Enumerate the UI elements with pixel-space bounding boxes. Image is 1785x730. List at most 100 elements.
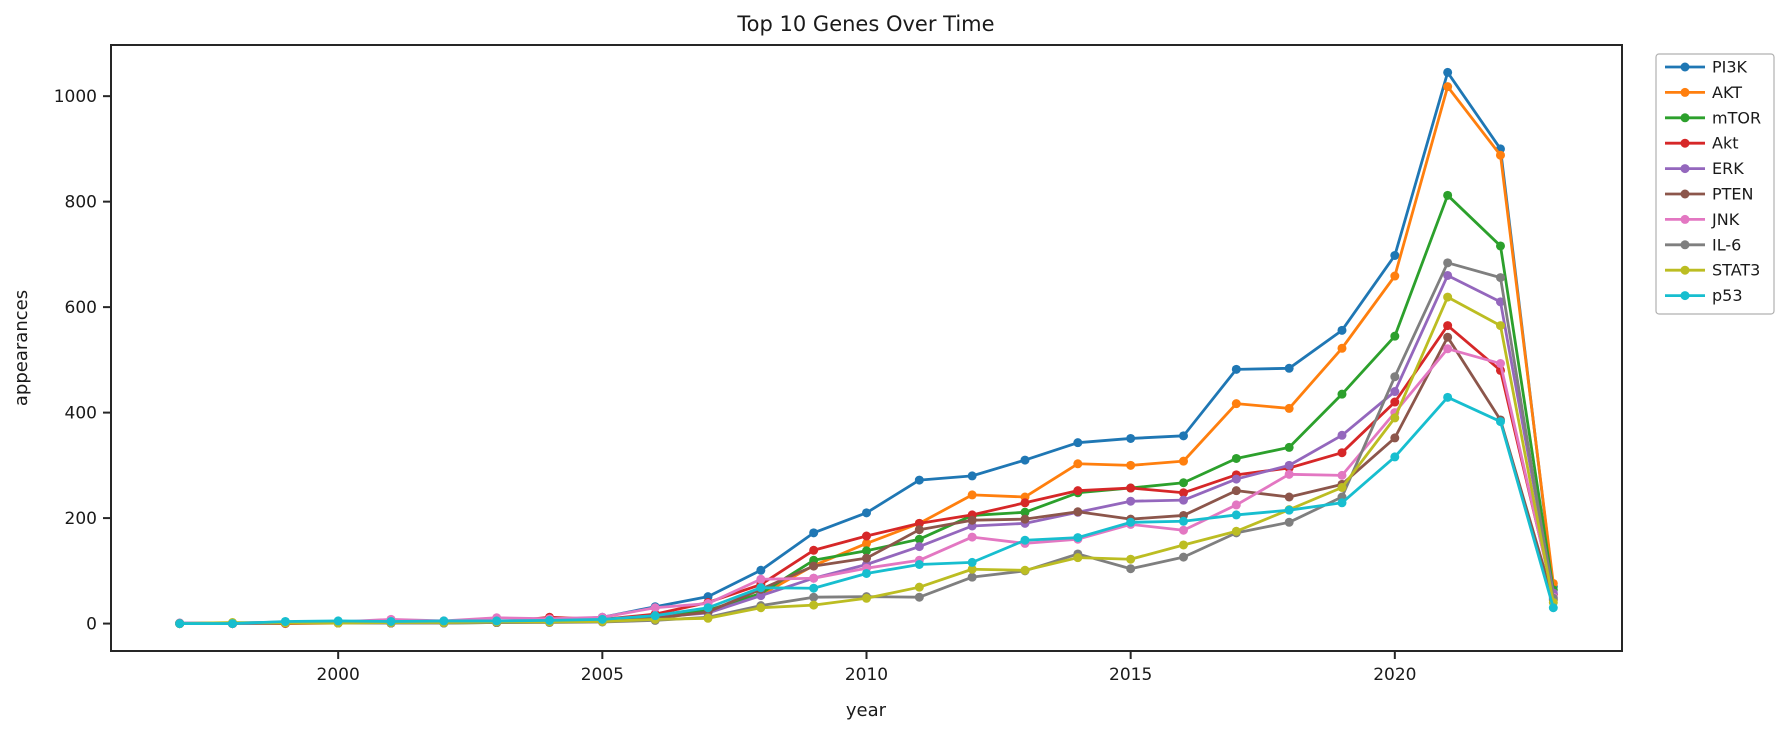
- data-point-marker: [809, 600, 819, 610]
- data-point-marker: [1390, 271, 1400, 281]
- data-point-marker: [1284, 403, 1294, 413]
- legend-marker: [1680, 87, 1690, 97]
- data-point-marker: [1178, 552, 1188, 562]
- data-point-marker: [703, 603, 713, 613]
- x-axis-label: year: [846, 700, 887, 721]
- data-point-marker: [1073, 438, 1083, 448]
- data-point-marker: [1548, 603, 1558, 613]
- data-point-marker: [914, 518, 924, 528]
- data-point-marker: [1390, 413, 1400, 423]
- data-point-marker: [756, 591, 766, 601]
- data-point-marker: [967, 515, 977, 525]
- legend-item-STAT3: STAT3: [1665, 261, 1760, 280]
- data-point-marker: [1443, 67, 1453, 77]
- data-point-marker: [1126, 517, 1136, 527]
- data-point-marker: [492, 616, 502, 626]
- data-point-marker: [1443, 82, 1453, 92]
- legend-item-Akt: Akt: [1665, 134, 1738, 153]
- data-point-marker: [756, 583, 766, 593]
- data-point-marker: [1390, 387, 1400, 397]
- legend-item-mTOR: mTOR: [1665, 108, 1761, 127]
- legend-marker: [1680, 189, 1690, 199]
- data-point-marker: [1020, 514, 1030, 524]
- x-tick-label: 2015: [1109, 665, 1152, 685]
- data-point-marker: [1495, 273, 1505, 283]
- data-point-marker: [386, 616, 396, 626]
- legend-marker: [1680, 291, 1690, 301]
- x-tick-label: 2020: [1373, 665, 1416, 685]
- data-point-marker: [809, 528, 819, 538]
- data-point-marker: [1443, 270, 1453, 280]
- data-point-marker: [1443, 321, 1453, 331]
- data-point-marker: [862, 546, 871, 556]
- data-point-marker: [1390, 433, 1400, 443]
- data-point-marker: [809, 573, 819, 583]
- data-point-marker: [1231, 364, 1241, 374]
- y-tick-label: 800: [65, 193, 97, 213]
- data-point-marker: [1126, 496, 1136, 506]
- data-point-marker: [1020, 507, 1030, 517]
- data-point-marker: [1073, 507, 1083, 517]
- data-point-marker: [1337, 325, 1347, 335]
- data-point-marker: [1073, 553, 1083, 563]
- data-point-marker: [862, 593, 871, 603]
- data-point-marker: [1443, 344, 1453, 354]
- data-point-marker: [1337, 448, 1347, 458]
- y-axis-ticks: 0 200 400 600 800 1000: [54, 87, 111, 635]
- data-point-marker: [914, 560, 924, 570]
- legend-item-PI3K: PI3K: [1665, 58, 1748, 77]
- y-axis-label: appearances: [11, 290, 32, 406]
- x-tick-label: 2005: [581, 665, 624, 685]
- data-point-marker: [1284, 469, 1294, 479]
- data-point-marker: [809, 561, 819, 571]
- data-point-marker: [967, 572, 977, 582]
- data-point-marker: [1020, 535, 1030, 545]
- data-point-marker: [1073, 459, 1083, 469]
- data-point-marker: [1443, 190, 1453, 200]
- data-point-marker: [1231, 526, 1241, 536]
- data-point-marker: [967, 490, 977, 500]
- legend-marker: [1680, 214, 1690, 224]
- legend-label: PTEN: [1712, 185, 1754, 204]
- data-point-marker: [967, 564, 977, 574]
- data-point-marker: [1443, 292, 1453, 302]
- data-point-marker: [967, 532, 977, 542]
- x-axis-ticks: 2000 2005 2010 2015 2020: [317, 651, 1416, 685]
- data-point-marker: [1231, 474, 1241, 484]
- data-point-marker: [862, 538, 871, 548]
- legend-item-IL-6: IL-6: [1665, 235, 1741, 254]
- data-point-marker: [597, 614, 607, 624]
- data-point-marker: [1178, 488, 1188, 498]
- data-point-marker: [967, 557, 977, 567]
- data-point-marker: [1337, 343, 1347, 353]
- series-AKT: [175, 82, 1558, 629]
- data-point-marker: [1178, 525, 1188, 535]
- data-point-marker: [1337, 430, 1347, 440]
- data-point-marker: [1390, 452, 1400, 462]
- y-tick-label: 400: [65, 404, 97, 424]
- data-point-marker: [756, 574, 766, 584]
- legend-label: PI3K: [1712, 58, 1748, 77]
- data-point-marker: [756, 603, 766, 613]
- y-tick-label: 600: [65, 298, 97, 318]
- data-point-marker: [914, 534, 924, 544]
- legend-item-JNK: JNK: [1665, 210, 1740, 229]
- data-point-marker: [914, 475, 924, 485]
- data-point-marker: [1495, 359, 1505, 369]
- data-point-marker: [1020, 455, 1030, 465]
- data-point-marker: [809, 583, 819, 593]
- series-line: [179, 324, 1555, 625]
- data-point-marker: [1284, 442, 1294, 452]
- data-point-marker: [1073, 486, 1083, 496]
- y-tick-label: 200: [65, 509, 97, 529]
- legend-item-AKT: AKT: [1665, 83, 1742, 102]
- data-point-marker: [1231, 486, 1241, 496]
- data-point-marker: [1284, 363, 1294, 373]
- data-point-marker: [650, 603, 660, 613]
- data-series: [175, 67, 1558, 629]
- legend-marker: [1680, 113, 1690, 123]
- legend-marker: [1680, 164, 1690, 174]
- data-point-marker: [1495, 241, 1505, 251]
- data-point-marker: [1231, 510, 1241, 520]
